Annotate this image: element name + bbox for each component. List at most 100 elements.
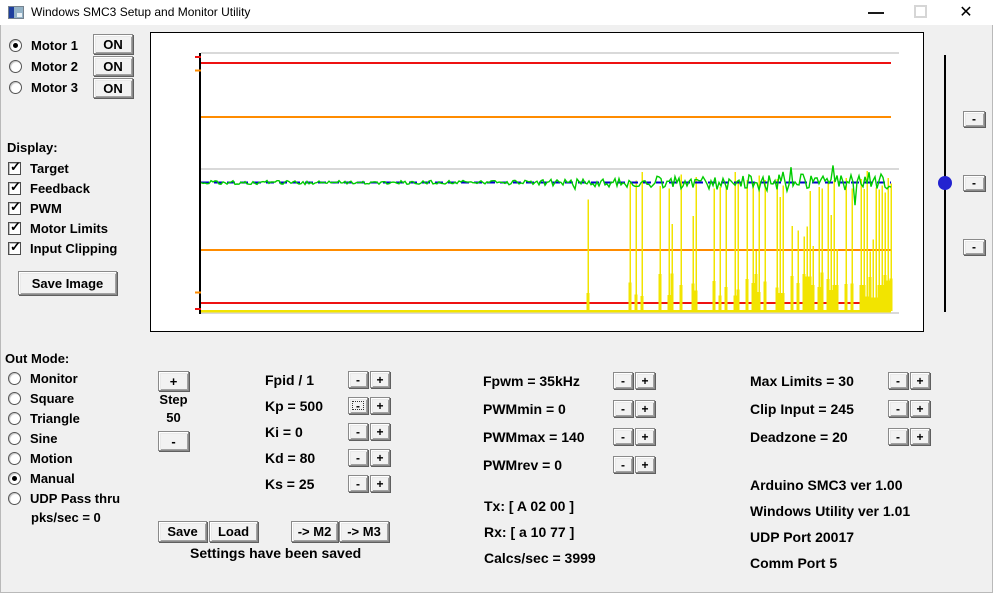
out-mode-radio-square[interactable] <box>8 391 21 405</box>
save-image-button[interactable]: Save Image <box>18 271 117 295</box>
limit-settings: Max Limits = 30- + Clip Input = 245- + Deadz… <box>750 372 935 462</box>
out-mode-label: Motion <box>30 450 73 466</box>
slider-minus-button-3[interactable]: - <box>963 239 985 255</box>
check-mark-icon: ✓ <box>10 178 21 194</box>
param-plus-button[interactable]: + <box>370 371 390 388</box>
param-plus-button[interactable]: + <box>635 456 655 473</box>
trace-plot <box>195 52 899 314</box>
info-line: UDP Port 20017 <box>750 529 855 545</box>
step-minus-button[interactable]: - <box>158 431 189 451</box>
param-plus-button[interactable]: + <box>910 372 930 389</box>
out-mode-row: Manual <box>8 470 75 486</box>
checkbox-input-clipping[interactable]: ✓ <box>8 238 21 255</box>
param-minus-button[interactable]: - <box>348 449 368 466</box>
checkbox-label: Input Clipping <box>30 240 118 256</box>
info-line: Arduino SMC3 ver 1.00 <box>750 477 903 493</box>
display-options: ✓ Target ✓ Feedback ✓ PWM ✓ Motor Limits ✓ Input … <box>8 158 138 260</box>
param-label: PWMmin = 0 <box>483 401 566 417</box>
out-mode-label: Manual <box>30 470 75 486</box>
param-minus-button[interactable]: - <box>348 371 368 388</box>
motor-1-on-button[interactable]: ON <box>93 34 133 54</box>
out-mode-label: Triangle <box>30 410 80 426</box>
manual-slider-thumb[interactable] <box>938 176 952 190</box>
step-value: 50 <box>166 410 181 425</box>
load-button[interactable]: Load <box>209 521 258 542</box>
minimize-icon[interactable] <box>866 2 886 22</box>
copy-to-motor3-button[interactable]: -> M3 <box>339 521 389 542</box>
out-mode-radio-sine[interactable] <box>8 431 21 445</box>
out-mode-row: Motion <box>8 450 73 466</box>
out-mode-radio-manual[interactable] <box>8 471 21 485</box>
param-minus-button[interactable]: - <box>888 372 908 389</box>
param-minus-button[interactable]: - <box>348 397 368 414</box>
param-minus-button[interactable]: - <box>348 475 368 492</box>
out-mode-radio-motion[interactable] <box>8 451 21 465</box>
motor-row: Motor 1 <box>9 37 78 53</box>
tx-readout: Tx: [ A 02 00 ] <box>484 498 574 514</box>
param-label: Clip Input = 245 <box>750 401 854 417</box>
param-plus-button[interactable]: + <box>910 428 930 445</box>
feedback-trace <box>200 165 892 206</box>
out-mode-row: Monitor <box>8 370 78 386</box>
motor-3-on-button[interactable]: ON <box>93 78 133 98</box>
display-option-row: ✓ Input Clipping <box>8 238 118 256</box>
param-plus-button[interactable]: + <box>370 397 390 414</box>
param-plus-button[interactable]: + <box>910 400 930 417</box>
pks-per-sec-text: pks/sec = 0 <box>31 510 101 525</box>
motor-on-buttons: ON ON ON <box>93 34 133 100</box>
copy-to-motor2-button[interactable]: -> M2 <box>291 521 338 542</box>
out-mode-row: Sine <box>8 430 57 446</box>
param-minus-button[interactable]: - <box>888 400 908 417</box>
save-button[interactable]: Save <box>158 521 207 542</box>
param-plus-button[interactable]: + <box>635 428 655 445</box>
motor-row: Motor 3 <box>9 79 78 95</box>
close-icon[interactable]: ✕ <box>959 4 973 21</box>
checkbox-motor-limits[interactable]: ✓ <box>8 219 21 235</box>
slider-minus-button-2[interactable]: - <box>963 175 985 191</box>
param-label: PWMrev = 0 <box>483 457 562 473</box>
param-label: Ks = 25 <box>265 476 315 492</box>
slider-minus-button-1[interactable]: - <box>963 111 985 127</box>
motor-radio-1[interactable] <box>9 38 22 52</box>
motor-2-on-button[interactable]: ON <box>93 56 133 76</box>
display-option-row: ✓ Motor Limits <box>8 219 108 236</box>
param-minus-button[interactable]: - <box>613 372 633 389</box>
pwm-settings: Fpwm = 35kHz - + PWMmin = 0- + PWMmax = 140- +… <box>483 372 663 490</box>
motor-label: Motor 2 <box>31 58 78 74</box>
out-mode-label: Sine <box>30 430 58 446</box>
check-mark-icon: ✓ <box>10 238 21 254</box>
motor-radio-2[interactable] <box>9 59 22 73</box>
step-plus-button[interactable]: + <box>158 371 189 391</box>
slider-buttons: - - - <box>963 111 985 256</box>
param-minus-button[interactable]: - <box>613 456 633 473</box>
app-icon <box>8 6 24 19</box>
motor-radio-3[interactable] <box>9 80 22 94</box>
param-label: Kd = 80 <box>265 450 316 466</box>
param-minus-button[interactable]: - <box>348 423 368 440</box>
param-minus-button[interactable]: - <box>613 400 633 417</box>
param-minus-button[interactable]: - <box>888 428 908 445</box>
param-label: Kp = 500 <box>265 398 323 414</box>
param-plus-button[interactable]: + <box>370 423 390 440</box>
checkbox-feedback[interactable]: ✓ <box>8 178 21 195</box>
param-plus-button[interactable]: + <box>370 449 390 466</box>
pid-settings: Fpid / 1- + Kp = 500- + Ki = 0- + Kd = 80- + Ks … <box>265 371 395 503</box>
param-minus-button[interactable]: - <box>613 428 633 445</box>
check-mark-icon: ✓ <box>10 158 21 174</box>
out-mode-radio-udp-pass-thru[interactable] <box>8 491 21 505</box>
out-mode-radio-triangle[interactable] <box>8 411 21 425</box>
out-mode-radio-monitor[interactable] <box>8 371 21 385</box>
checkbox-label: Target <box>30 160 69 176</box>
checkbox-label: Motor Limits <box>30 220 108 236</box>
checkbox-pwm[interactable]: ✓ <box>8 199 21 215</box>
param-plus-button[interactable]: + <box>635 400 655 417</box>
param-plus-button[interactable]: + <box>370 475 390 492</box>
window-title: Windows SMC3 Setup and Monitor Utility <box>31 5 251 19</box>
param-label: Deadzone = 20 <box>750 429 848 445</box>
out-mode-label: Monitor <box>30 370 78 386</box>
out-mode-label: UDP Pass thru <box>30 490 121 506</box>
status-message: Settings have been saved <box>190 545 362 561</box>
param-plus-button[interactable]: + <box>635 372 655 389</box>
version-info: Arduino SMC3 ver 1.00 Windows Utility ver… <box>750 477 970 577</box>
checkbox-target[interactable]: ✓ <box>8 158 21 175</box>
